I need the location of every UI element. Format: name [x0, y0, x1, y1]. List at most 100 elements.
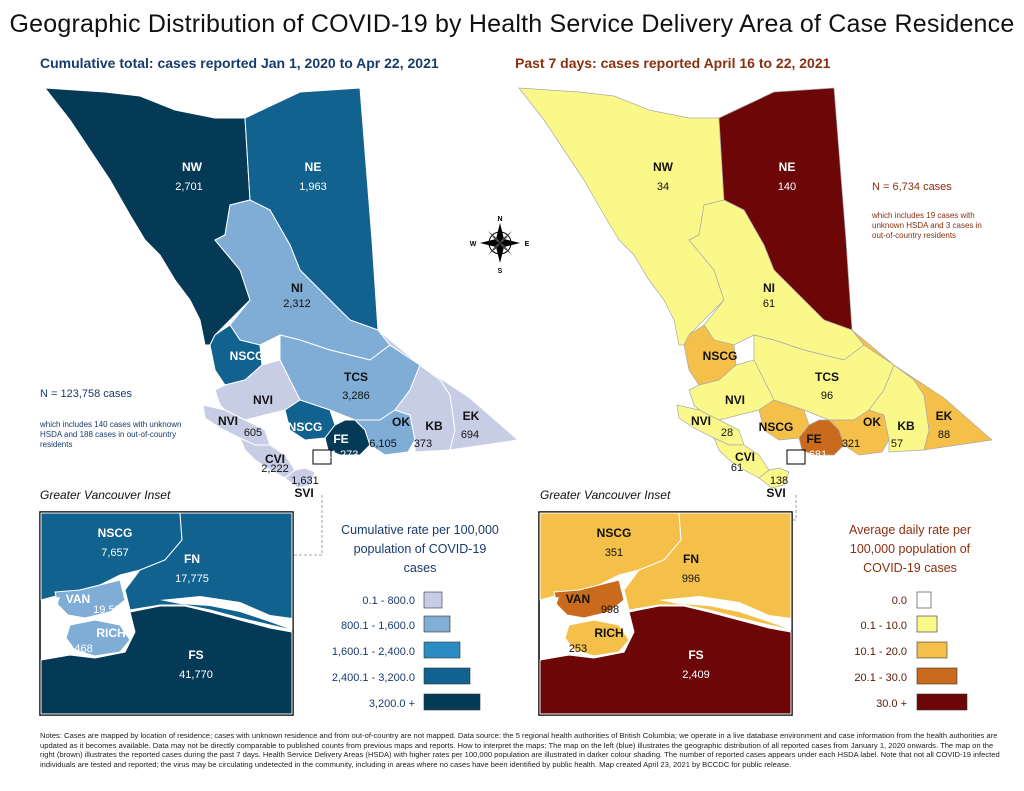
inset-label-fs: FS — [188, 648, 203, 662]
value-ne: 1,963 — [299, 181, 327, 193]
inset-label-rich: RICH — [96, 626, 125, 640]
value-tcs-r: 96 — [821, 390, 833, 402]
legend-swatch-r4 — [916, 693, 968, 711]
compass-n: N — [497, 216, 502, 223]
region-nw[interactable] — [43, 87, 251, 346]
right-legend-labels: 0.0 0.1 - 10.0 10.1 - 20.0 20.1 - 30.0 3… — [854, 595, 907, 710]
legend-label-l3: 2,400.1 - 3,200.0 — [332, 672, 415, 684]
right-total: N = 6,734 cases — [872, 181, 952, 193]
inset-van-r[interactable] — [553, 579, 625, 619]
region-ek[interactable] — [377, 329, 520, 451]
left-map-subtitle: Cumulative total: cases reported Jan 1, … — [40, 55, 439, 71]
inset-value-fs: 41,770 — [179, 669, 213, 681]
label-nvi-r: NVI — [725, 393, 745, 407]
legend-swatch-r2 — [916, 641, 948, 659]
label-ne: NE — [305, 160, 322, 174]
legend-swatch-l1 — [423, 615, 451, 633]
inset-label-van-r: VAN — [566, 592, 590, 606]
inset-value-fs-r: 2,409 — [682, 669, 710, 681]
inset-value-nscg: 7,657 — [101, 547, 129, 559]
value-cvi: 2,222 — [261, 463, 289, 475]
region-ek-r[interactable] — [851, 329, 993, 451]
label-nscg-north: NSCG — [230, 349, 265, 363]
compass-rose-icon: N S E W — [470, 216, 530, 275]
inset-value-rich-r: 253 — [569, 643, 587, 655]
label-nw: NW — [182, 160, 203, 174]
inset-value-nscg-r: 351 — [605, 547, 623, 559]
inset-value-rich: 3,468 — [65, 643, 93, 655]
inset-label-nscg: NSCG — [98, 526, 133, 540]
label-fe: FE — [333, 432, 348, 446]
value-ek-r: 88 — [938, 429, 950, 441]
inset-fs-r[interactable] — [539, 605, 792, 715]
inset-value-van: 19,595 — [93, 604, 127, 616]
value-nw-r: 34 — [657, 181, 669, 193]
left-map-labels: NW 2,701 NE 1,963 NI 2,312 NSCG TCS 3,28… — [175, 160, 479, 500]
label-nscg-north-r: NSCG — [703, 349, 738, 363]
inset-value-fn: 17,775 — [175, 573, 209, 585]
label-kb: KB — [425, 419, 443, 433]
label-cvi-r: CVI — [735, 450, 755, 464]
value-nvi-r: 28 — [721, 427, 733, 439]
legend-swatch-r0 — [916, 591, 932, 609]
label-svi: SVI — [294, 486, 313, 500]
label-ek-r: EK — [936, 409, 953, 423]
inset-label-fn-r: FN — [683, 552, 699, 566]
legend-swatch-l3 — [423, 667, 471, 685]
label-nvi-2: NVI — [218, 414, 238, 428]
legend-label-r3: 20.1 - 30.0 — [854, 672, 907, 684]
legend-swatch-r3 — [916, 667, 958, 685]
value-ok-r: 321 — [842, 438, 860, 450]
inset-rich-r[interactable] — [564, 619, 630, 657]
value-svi: 1,631 — [291, 475, 319, 487]
region-nscg-north[interactable] — [209, 324, 263, 386]
region-nw-r[interactable] — [518, 87, 725, 346]
value-ni: 2,312 — [283, 298, 311, 310]
inset-rich[interactable] — [65, 619, 131, 657]
left-legend-title: Cumulative rate per 100,000 population o… — [341, 523, 499, 575]
value-ek: 694 — [461, 429, 479, 441]
value-nw: 2,701 — [175, 181, 203, 193]
inset-label-van: VAN — [66, 592, 90, 606]
footnotes: Notes: Cases are mapped by location of r… — [40, 731, 1000, 769]
inset-van[interactable] — [54, 579, 126, 619]
value-kb-r: 57 — [891, 438, 903, 450]
label-ni-r: NI — [763, 281, 775, 295]
right-map — [518, 87, 993, 521]
label-cvi: CVI — [265, 452, 285, 466]
left-total: N = 123,758 cases — [40, 388, 133, 400]
legend-label-l4: 3,200.0 + — [369, 698, 415, 710]
label-ne-r: NE — [779, 160, 796, 174]
compass-w: W — [470, 241, 477, 248]
legend-label-r0: 0.0 — [892, 595, 907, 607]
legend-label-r4: 30.0 + — [876, 698, 907, 710]
label-ok: OK — [392, 415, 410, 429]
region-svi-r[interactable] — [758, 467, 790, 489]
legend-swatch-r1 — [916, 615, 938, 633]
inset-label-fn: FN — [184, 552, 200, 566]
right-inset-title: Greater Vancouver Inset — [540, 488, 671, 502]
label-nvi-2-r: NVI — [691, 414, 711, 428]
region-ok-r[interactable] — [828, 409, 890, 456]
label-ni: NI — [291, 281, 303, 295]
inset-fs[interactable] — [40, 605, 293, 715]
region-svi[interactable] — [284, 467, 316, 489]
label-fe-r: FE — [806, 432, 821, 446]
right-map-subtitle: Past 7 days: cases reported April 16 to … — [515, 55, 831, 71]
map-title: Geographic Distribution of COVID-19 by H… — [9, 10, 1015, 38]
legend-label-l1: 800.1 - 1,600.0 — [341, 620, 415, 632]
legend-label-l0: 0.1 - 800.0 — [362, 595, 415, 607]
inset-value-van-r: 998 — [601, 604, 619, 616]
region-nscg-north-r[interactable] — [683, 324, 737, 386]
value-ok: 6,105 — [369, 438, 397, 450]
label-svi-r: SVI — [766, 486, 785, 500]
value-fe-r: 681 — [809, 449, 827, 461]
compass-e: E — [525, 241, 530, 248]
value-fe: 11,273 — [326, 449, 359, 461]
region-ok[interactable] — [353, 409, 416, 456]
label-nw-r: NW — [653, 160, 674, 174]
left-inset-title: Greater Vancouver Inset — [40, 488, 171, 502]
left-legend-swatches — [423, 591, 481, 711]
inset-label-rich-r: RICH — [594, 626, 623, 640]
